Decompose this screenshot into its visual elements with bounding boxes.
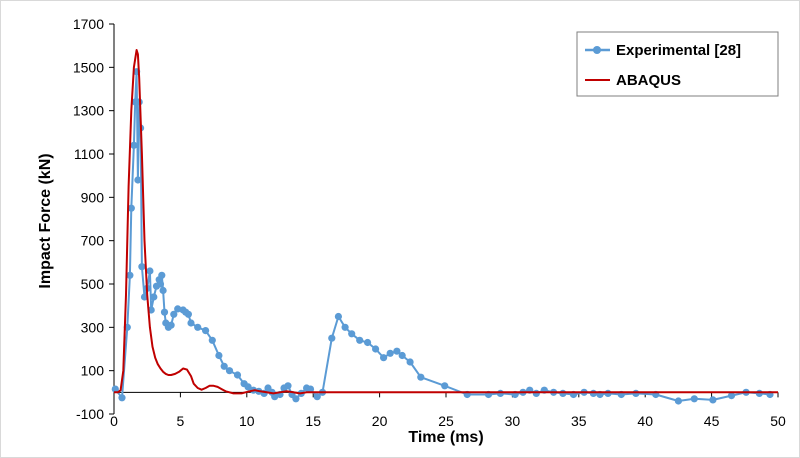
y-tick-label: -100: [76, 406, 104, 422]
legend-experimental-marker: [593, 46, 601, 54]
legend-box: [576, 31, 779, 97]
experimental-data-point: [380, 354, 388, 362]
x-tick-label: 5: [177, 413, 185, 429]
experimental-data-point: [174, 305, 182, 313]
experimental-data-point: [138, 263, 146, 271]
experimental-data-point: [559, 389, 567, 397]
experimental-data-point: [334, 312, 342, 321]
experimental-data-point: [690, 395, 698, 403]
experimental-data-point: [709, 396, 717, 404]
experimental-data-point: [348, 330, 356, 338]
experimental-data-point: [130, 141, 138, 149]
experimental-data-point: [364, 338, 372, 347]
y-tick-label: 100: [81, 363, 105, 379]
experimental-data-point: [150, 293, 158, 301]
experimental-data-point: [393, 347, 401, 355]
experimental-data-point: [306, 385, 315, 393]
legend: Experimental [28] ABAQUS: [576, 31, 779, 97]
experimental-data-point: [170, 310, 178, 318]
experimental-data-point: [127, 204, 135, 212]
experimental-data-point: [727, 392, 736, 400]
x-axis-title: Time (ms): [408, 429, 483, 446]
experimental-data-point: [146, 267, 154, 275]
y-tick-label: 300: [81, 319, 105, 335]
experimental-data-point: [244, 383, 252, 391]
experimental-data-point: [159, 286, 167, 295]
experimental-data-point: [341, 323, 349, 331]
x-tick-label: 40: [637, 413, 653, 429]
legend-abaqus-label: ABAQUS: [616, 72, 681, 89]
experimental-data-point: [372, 345, 380, 353]
experimental-data-point: [126, 271, 134, 279]
y-tick-label: 700: [81, 233, 105, 249]
experimental-data-point: [398, 351, 406, 360]
y-tick-label: 900: [81, 189, 105, 205]
experimental-data-point: [167, 321, 175, 329]
experimental-data-point: [356, 336, 364, 344]
experimental-data-point: [532, 389, 540, 397]
experimental-data-point: [225, 367, 234, 375]
experimental-data-point: [184, 310, 192, 318]
experimental-data-point: [328, 334, 336, 342]
experimental-data-point: [194, 323, 202, 331]
experimental-data-point: [187, 319, 195, 327]
x-tick-label: 25: [438, 413, 454, 429]
x-tick-label: 15: [305, 413, 321, 429]
y-tick-labels: -100 100 300 500 700 900 1100 1300 1500 1700: [73, 16, 114, 422]
experimental-data-point: [220, 362, 228, 370]
experimental-data-point: [284, 382, 292, 390]
experimental-data-point: [202, 327, 210, 335]
y-tick-label: 500: [81, 276, 105, 292]
experimental-data-point: [160, 308, 169, 316]
experimental-data-point: [156, 280, 165, 288]
experimental-data-point: [313, 393, 321, 401]
experimental-data-point: [158, 271, 166, 279]
experimental-data-point: [604, 389, 612, 397]
experimental-data-point: [441, 382, 449, 390]
x-tick-label: 45: [704, 413, 720, 429]
experimental-data-point: [292, 395, 300, 403]
experimental-data-point: [674, 397, 683, 405]
y-tick-label: 1300: [73, 103, 104, 119]
x-tick-label: 0: [110, 413, 118, 429]
experimental-data-point: [215, 351, 223, 360]
y-tick-label: 1500: [73, 59, 104, 75]
experimental-data-point: [632, 389, 640, 397]
x-tick-labels: 0 5 10 15 20 25 30 35 40 45 50: [110, 392, 786, 429]
x-tick-label: 30: [505, 413, 521, 429]
experimental-data-point: [134, 176, 142, 184]
abaqus-series-line: [114, 49, 778, 395]
x-tick-label: 35: [571, 413, 587, 429]
experimental-data-point: [233, 371, 242, 379]
experimental-data-point: [208, 336, 216, 344]
experimental-data-point: [111, 385, 119, 393]
x-tick-label: 50: [770, 413, 786, 429]
experimental-data-point: [496, 389, 504, 397]
x-tick-label: 10: [239, 413, 255, 429]
y-tick-label: 1700: [73, 16, 104, 32]
plot-series: [111, 49, 778, 405]
experimental-data-point: [386, 349, 394, 357]
experimental-data-point: [589, 389, 598, 397]
y-tick-label: 1100: [74, 146, 104, 162]
experimental-data-point: [118, 394, 126, 402]
experimental-data-point: [417, 373, 425, 381]
experimental-series-line: [114, 70, 771, 402]
experimental-data-point: [755, 389, 764, 397]
experimental-data-point: [406, 358, 414, 366]
legend-experimental-label: Experimental [28]: [616, 42, 741, 59]
x-tick-label: 20: [372, 413, 388, 429]
y-axis-title: Impact Force (kN): [37, 153, 54, 288]
